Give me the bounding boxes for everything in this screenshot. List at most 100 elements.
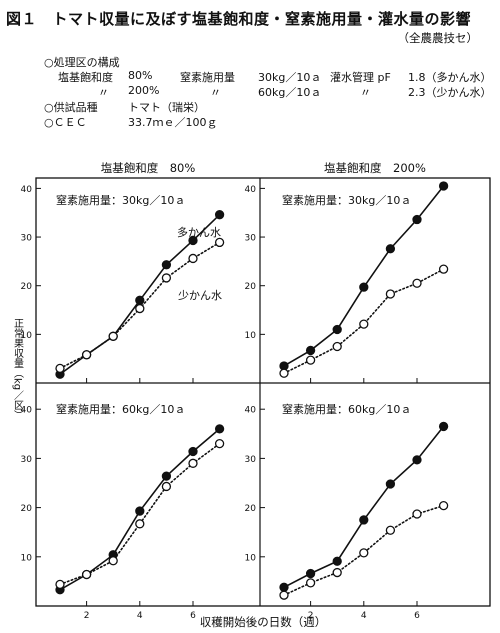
marker-filled — [279, 582, 289, 592]
marker-filled — [188, 235, 198, 246]
marker-filled — [305, 345, 316, 356]
marker-open — [161, 273, 172, 283]
series-label-light-water: 少かん水 — [178, 289, 222, 302]
row2-nitrogen-label: 〃 — [210, 86, 221, 99]
marker-filled — [135, 506, 145, 516]
y-tick-label: 10 — [21, 553, 33, 563]
row1-water-value: 1.8（多かん水） — [408, 71, 492, 84]
y-tick-label: 10 — [245, 553, 257, 563]
marker-filled — [214, 424, 225, 434]
marker-open — [385, 289, 396, 299]
y-tick-label: 40 — [245, 406, 257, 416]
y-tick-label: 40 — [21, 185, 33, 195]
marker-open — [412, 509, 422, 519]
marker-open — [188, 458, 198, 468]
series-line-solid — [283, 425, 445, 589]
row1-water-label: 灌水管理 pF — [330, 71, 391, 84]
series-label-heavy-water: 多かん水 — [177, 225, 221, 239]
row1-base-label: 塩基飽和度 — [58, 71, 113, 84]
y-tick-label: 20 — [245, 282, 257, 292]
row2-water-label: 〃 — [360, 86, 371, 99]
series-line-solid — [283, 185, 445, 367]
marker-open — [438, 264, 449, 274]
row2-nitrogen-value: 60kg／10ａ — [258, 86, 322, 99]
marker-filled — [438, 181, 449, 191]
marker-filled — [161, 260, 172, 270]
marker-open — [214, 438, 225, 449]
panel-subtitle: 窒素施用量：30kg／10ａ — [56, 193, 185, 207]
x-tick-label: 2 — [308, 611, 314, 621]
marker-open — [81, 350, 92, 360]
row2-base-value: 200% — [128, 84, 160, 97]
row1-nitrogen-label: 窒素施用量 — [180, 71, 235, 84]
row1-base-value: 80% — [128, 69, 153, 82]
marker-open — [332, 567, 342, 578]
row2-water-value: 2.3（少かん水） — [408, 86, 492, 99]
marker-open — [412, 278, 422, 288]
chart-frame — [35, 177, 491, 607]
marker-open — [332, 341, 342, 352]
marker-filled — [359, 282, 369, 292]
variety-value: トマト（瑞栄） — [128, 101, 205, 114]
panel-subtitle: 窒素施用量：30kg／10ａ — [282, 193, 411, 207]
cec-value: 33.7ｍｅ／100ｇ — [128, 116, 218, 129]
marker-open — [279, 368, 289, 378]
marker-filled — [385, 244, 396, 254]
marker-open — [135, 519, 145, 529]
marker-filled — [412, 455, 422, 465]
marker-filled — [305, 568, 316, 579]
row1-nitrogen-value: 30kg／10ａ — [258, 71, 322, 84]
panel-subtitle: 窒素施用量：60kg／10ａ — [282, 402, 411, 416]
marker-open — [55, 363, 65, 374]
y-tick-label: 20 — [245, 504, 257, 514]
y-tick-label: 30 — [245, 234, 257, 244]
marker-filled — [412, 214, 422, 225]
panel-subtitle: 窒素施用量：60kg／10ａ — [56, 402, 185, 416]
marker-filled — [438, 421, 449, 432]
marker-filled — [332, 556, 342, 566]
marker-open — [359, 319, 369, 329]
y-axis-label: 正常果収量（kg／区） — [12, 318, 24, 420]
y-tick-label: 10 — [21, 331, 33, 341]
marker-open — [55, 579, 65, 590]
marker-open — [108, 556, 118, 566]
marker-open — [359, 548, 369, 558]
marker-filled — [188, 446, 198, 457]
x-tick-label: 6 — [414, 611, 420, 621]
source-label: （全農農技セ） — [397, 31, 479, 45]
marker-open — [438, 500, 449, 511]
y-tick-label: 20 — [21, 504, 33, 514]
marker-filled — [161, 471, 172, 481]
marker-filled — [385, 479, 396, 489]
marker-open — [305, 355, 316, 365]
marker-open — [161, 481, 172, 492]
y-tick-label: 40 — [21, 406, 33, 416]
conditions-header: ○処理区の構成 — [44, 56, 120, 69]
x-axis-label: 収穫開始後の日数（週） — [200, 615, 327, 629]
marker-open — [305, 578, 316, 588]
marker-open — [188, 253, 198, 264]
x-tick-label: 4 — [361, 611, 367, 621]
figure-title: 図１ トマト収量に及ぼす塩基飽和度・窒素施用量・灌水量の影響 — [6, 10, 472, 28]
marker-filled — [332, 324, 342, 335]
cec-label: ○ＣＥＣ — [44, 116, 87, 129]
y-tick-label: 30 — [21, 234, 33, 244]
row2-base-label: 〃 — [98, 86, 109, 99]
marker-filled — [214, 210, 225, 220]
x-tick-label: 4 — [137, 611, 143, 621]
y-tick-label: 10 — [245, 331, 257, 341]
y-tick-label: 30 — [21, 455, 33, 465]
y-tick-label: 40 — [245, 185, 257, 195]
y-tick-label: 20 — [21, 282, 33, 292]
marker-open — [81, 569, 92, 580]
marker-filled — [135, 295, 145, 305]
x-tick-label: 2 — [84, 611, 90, 621]
panel-title: 塩基飽和度 80% — [101, 161, 196, 175]
marker-open — [385, 525, 396, 535]
panel-title: 塩基飽和度 200% — [324, 161, 426, 175]
marker-open — [279, 590, 289, 600]
variety-label: ○供試品種 — [44, 101, 98, 114]
marker-filled — [359, 515, 369, 525]
x-tick-label: 6 — [190, 611, 196, 621]
